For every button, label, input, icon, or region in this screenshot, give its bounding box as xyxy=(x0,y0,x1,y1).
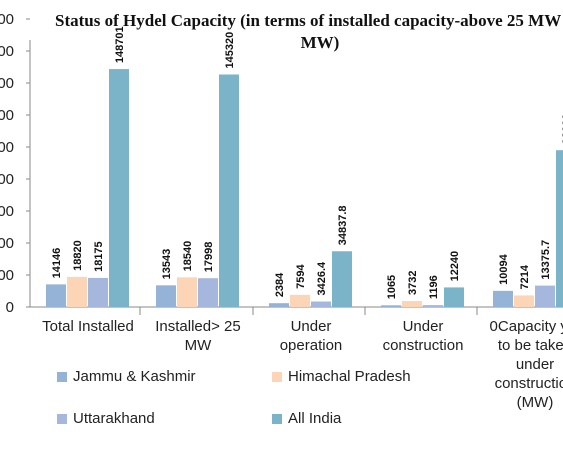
category-label: Under operation xyxy=(280,318,343,354)
y-tick-label: 00 xyxy=(0,43,14,60)
legend-item: Jammu & Kashmir xyxy=(57,368,196,385)
bar xyxy=(493,290,513,307)
legend-item: All India xyxy=(272,410,341,427)
category-label: Installed> 25 MW xyxy=(155,318,240,354)
y-tick-label: 00 xyxy=(0,203,14,220)
data-label: 14146 xyxy=(51,248,63,279)
bar xyxy=(88,277,108,307)
legend-swatch xyxy=(272,371,282,382)
bar xyxy=(177,277,197,307)
category-label: 0Capacity yetto be takenunderconstructio… xyxy=(490,318,563,411)
bar xyxy=(423,305,443,307)
legend-swatch xyxy=(272,413,282,424)
legend-swatch xyxy=(57,413,67,424)
data-label: 7214 xyxy=(519,264,531,289)
bar xyxy=(402,301,422,307)
bar xyxy=(290,294,310,307)
legend-swatch xyxy=(57,371,67,382)
data-label: 1065 xyxy=(386,275,398,299)
legend-item: Uttarakhand xyxy=(57,410,155,427)
category-label: Under construction xyxy=(383,318,464,354)
legend-label: Uttarakhand xyxy=(73,410,155,427)
y-tick-label: 00 xyxy=(0,75,14,92)
y-tick-label: 00 xyxy=(0,171,14,188)
data-label: 34837.8 xyxy=(337,205,349,245)
bar xyxy=(46,284,66,307)
y-tick-label: 0 xyxy=(6,299,14,316)
bar xyxy=(156,285,176,307)
labels-layer: 14146 13543 2384 1065 10094 18820 18540 7594 373… xyxy=(51,26,563,299)
data-label: 13375.7 xyxy=(540,240,552,280)
legend-label: All India xyxy=(288,410,342,427)
bar xyxy=(444,287,464,307)
y-tick-label: 00 xyxy=(0,267,14,284)
y-tick-label: 00 xyxy=(0,11,14,28)
data-label: 2384 xyxy=(274,272,286,297)
legend-label: Jammu & Kashmir xyxy=(73,368,196,385)
bar xyxy=(514,295,534,307)
y-tick-label: 00 xyxy=(0,107,14,124)
data-label: 98000 xyxy=(561,114,563,145)
data-label: 148701 xyxy=(114,26,126,63)
data-label: 18820 xyxy=(72,240,84,271)
legend-item: Himachal Pradesh xyxy=(272,368,411,385)
bar xyxy=(269,303,289,307)
data-label: 145320 xyxy=(224,32,236,69)
bar xyxy=(109,69,129,307)
data-label: 1196 xyxy=(428,275,440,299)
bar xyxy=(332,251,352,307)
data-label: 12240 xyxy=(449,251,461,282)
bar xyxy=(219,74,239,307)
bar xyxy=(198,278,218,307)
y-tick-label: 00 xyxy=(0,235,14,252)
category-label: Total Installed xyxy=(42,318,134,335)
bar xyxy=(67,276,87,307)
data-label: 7594 xyxy=(295,263,307,288)
data-label: 17998 xyxy=(203,242,215,273)
bar xyxy=(556,150,563,307)
data-label: 3732 xyxy=(407,271,419,295)
chart-title: Status of Hydel Capacity (in terms of in… xyxy=(55,11,563,52)
data-label: 18540 xyxy=(182,241,194,272)
bars-layer xyxy=(46,69,563,307)
bar xyxy=(381,305,401,307)
data-label: 10094 xyxy=(498,253,510,284)
data-label: 18175 xyxy=(93,241,105,272)
bar xyxy=(311,301,331,307)
y-tick-label: 00 xyxy=(0,139,14,156)
bar xyxy=(535,285,555,307)
data-label: 13543 xyxy=(161,249,173,280)
data-label: 3426.4 xyxy=(316,261,328,296)
legend-label: Himachal Pradesh xyxy=(288,368,411,385)
